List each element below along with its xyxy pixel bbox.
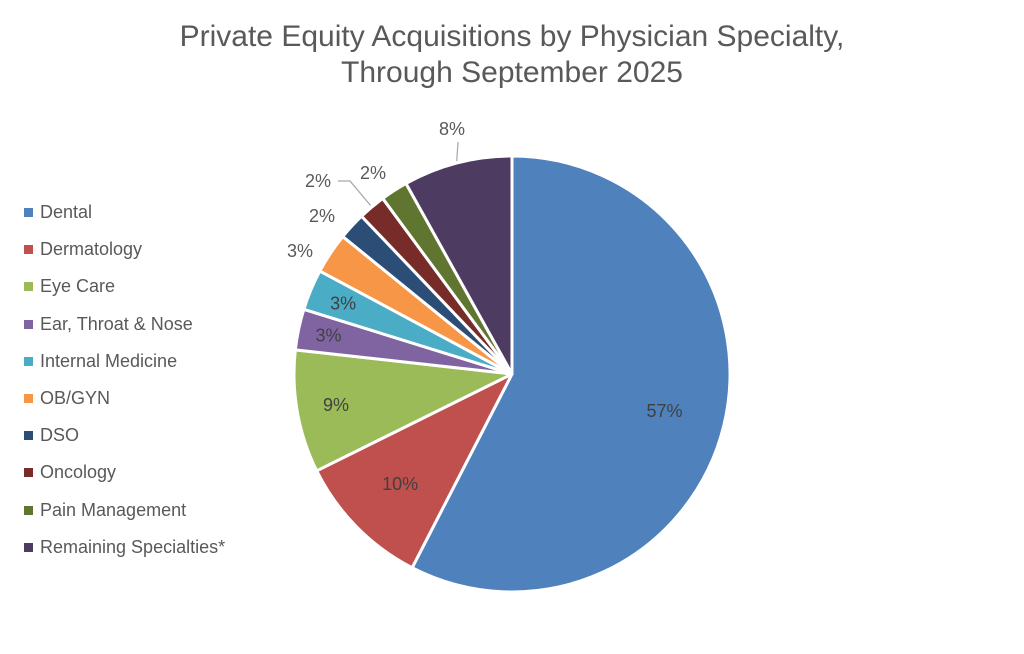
legend-swatch — [24, 282, 33, 292]
legend-item-internal-medicine: Internal Medicine — [24, 343, 225, 380]
data-label: 3% — [330, 293, 356, 313]
pie-slice-dental — [410, 154, 732, 594]
pie-slice-dermatology — [315, 372, 514, 570]
data-label: 9% — [323, 395, 349, 415]
data-label: 10% — [382, 474, 418, 494]
legend-item-eye-care: Eye Care — [24, 268, 225, 305]
legend-item-dermatology: Dermatology — [24, 231, 225, 268]
legend-item-ent: Ear, Throat & Nose — [24, 306, 225, 343]
legend-swatch — [24, 356, 33, 366]
chart-title-line-2: Through September 2025 — [341, 56, 683, 89]
chart-legend: Dental Dermatology Eye Care Ear, Throat … — [24, 194, 225, 566]
legend-item-dso: DSO — [24, 417, 225, 454]
leader-line — [338, 180, 372, 206]
data-label: 2% — [305, 171, 331, 191]
legend-swatch — [24, 319, 33, 329]
pie-slice-remaining-specialties — [404, 154, 514, 376]
legend-swatch — [24, 245, 33, 255]
pie-slice-eye-care — [292, 348, 514, 473]
legend-swatch — [24, 468, 33, 478]
legend-item-ob-gyn: OB/GYN — [24, 380, 225, 417]
data-label: 3% — [287, 241, 313, 261]
data-label: 8% — [439, 119, 465, 139]
data-label: 2% — [360, 163, 386, 183]
data-label: 3% — [315, 326, 341, 346]
legend-swatch — [24, 208, 33, 218]
chart-title-line-1: Private Equity Acquisitions by Physician… — [179, 20, 845, 53]
legend-swatch — [24, 505, 33, 515]
data-label: 57% — [647, 401, 683, 421]
legend-item-pain-management: Pain Management — [24, 492, 225, 529]
legend-swatch — [24, 394, 33, 404]
leader-line — [456, 141, 459, 162]
legend-item-dental: Dental — [24, 194, 225, 231]
legend-swatch — [24, 542, 33, 552]
legend-item-oncology: Oncology — [24, 454, 225, 491]
legend-item-remaining-specialties: Remaining Specialties* — [24, 529, 225, 566]
data-label: 2% — [309, 206, 335, 226]
legend-swatch — [24, 431, 33, 441]
